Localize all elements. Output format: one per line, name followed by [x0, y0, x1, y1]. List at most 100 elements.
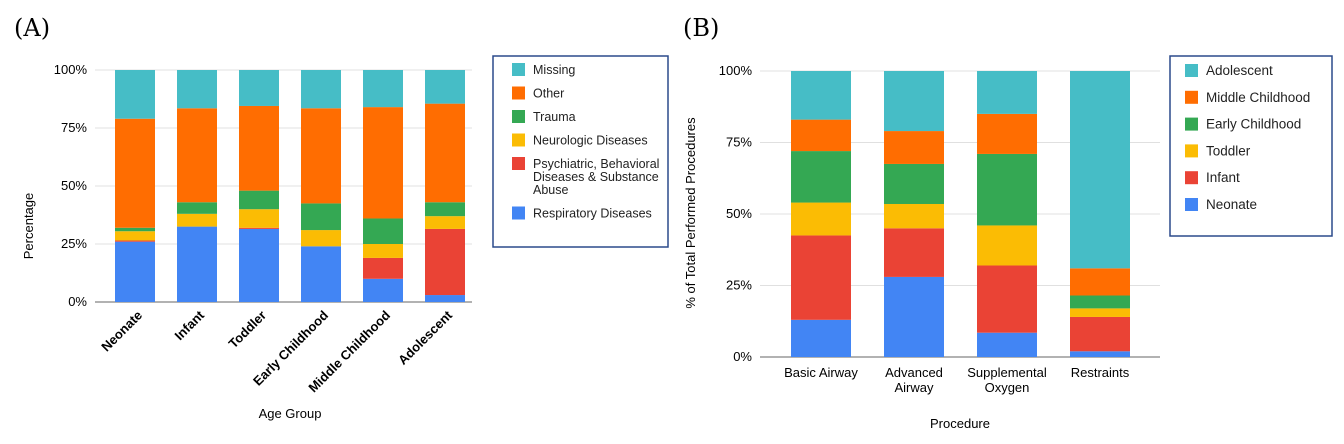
legend-label-other: Other: [533, 87, 564, 101]
a-y-tick-label: 50%: [61, 178, 87, 193]
bar-segment-adolescent-neurologic-diseases: [425, 216, 465, 229]
panel-b-y-tick-labels: 0% 25% 50% 75% 100%: [719, 63, 753, 364]
legend-label-missing: Missing: [533, 63, 575, 77]
bar-segment-middle-childhood-psychiatric-behavioral-diseases-substance-abuse: [363, 257, 403, 279]
legend-swatch-other: [512, 86, 525, 100]
bar-segment-basic-airway-adolescent: [791, 71, 851, 120]
panel-a-y-tick-labels: 0% 25% 50% 75% 100%: [54, 62, 88, 309]
bar-segment-infant-neurologic-diseases: [177, 213, 217, 227]
bar-segment-toddler-respiratory-diseases: [239, 228, 279, 302]
bar-segment-advanced-airway-early-childhood: [884, 163, 944, 204]
bar-segment-advanced-airway-adolescent: [884, 71, 944, 132]
legend-label-infant: Infant: [1206, 170, 1240, 185]
bar-segment-advanced-airway-infant: [884, 228, 944, 277]
bar-segment-neonate-psychiatric-behavioral-diseases-substance-abuse: [115, 240, 155, 242]
bar-segment-basic-airway-early-childhood: [791, 151, 851, 203]
bar-segment-adolescent-other: [425, 103, 465, 203]
legend-label-early-childhood: Early Childhood: [1206, 117, 1301, 132]
bar-segment-supplemental-oxygen-early-childhood: [977, 153, 1037, 226]
bar-segment-restraints-toddler: [1070, 308, 1130, 317]
legend-label-adolescent: Adolescent: [1206, 63, 1273, 78]
a-y-tick-label: 100%: [54, 62, 88, 77]
legend-label-toddler: Toddler: [1206, 143, 1251, 158]
legend-label-trauma: Trauma: [533, 110, 576, 124]
bar-segment-toddler-other: [239, 105, 279, 191]
bar-segment-adolescent-missing: [425, 70, 465, 104]
bar-segment-supplemental-oxygen-toddler: [977, 225, 1037, 266]
x-tick-label-toddler: Toddler: [225, 308, 269, 352]
panel-b-legend: Adolescent Middle Childhood Early Childhoo…: [1185, 63, 1310, 212]
x-tick-label-supplemental-oxygen: Supplemental Oxygen: [967, 365, 1047, 395]
bar-segment-toddler-missing: [239, 70, 279, 106]
legend-swatch-early-childhood: [1185, 117, 1198, 131]
legend-swatch-adolescent: [1185, 64, 1198, 77]
panel-a-label: (A): [14, 14, 50, 42]
bar-segment-toddler-psychiatric-behavioral-diseases-substance-abuse: [239, 227, 279, 229]
bar-segment-advanced-airway-toddler: [884, 203, 944, 229]
bar-segment-middle-childhood-missing: [363, 70, 403, 108]
legend-swatch-trauma: [512, 110, 525, 123]
bar-segment-adolescent-trauma: [425, 202, 465, 217]
x-tick-label-basic-airway: Basic Airway: [784, 365, 858, 380]
panel-a-y-axis-title: Percentage: [21, 193, 36, 260]
panel-b-label: (B): [683, 14, 719, 42]
bar-segment-infant-trauma: [177, 202, 217, 214]
bar-segment-neonate-missing: [115, 70, 155, 119]
x-tick-label-advanced-airway: Advanced Airway: [885, 365, 943, 395]
bar-segment-adolescent-respiratory-diseases: [425, 295, 465, 302]
bar-segment-early-childhood-missing: [301, 70, 341, 109]
panel-a-x-axis-title: Age Group: [259, 406, 322, 421]
a-y-tick-label: 25%: [61, 236, 87, 251]
legend-label-respiratory-diseases: Respiratory Diseases: [533, 207, 652, 221]
bar-segment-basic-airway-toddler: [791, 202, 851, 236]
bar-segment-middle-childhood-trauma: [363, 218, 403, 244]
panel-b-y-axis-title: % of Total Performed Procedures: [683, 117, 698, 309]
legend-label-neonate: Neonate: [1206, 197, 1257, 212]
bar-segment-neonate-respiratory-diseases: [115, 241, 155, 302]
legend-label-middle-childhood: Middle Childhood: [1206, 90, 1310, 105]
b-y-tick-label: 50%: [726, 206, 752, 221]
bar-segment-neonate-neurologic-diseases: [115, 231, 155, 241]
bar-segment-basic-airway-infant: [791, 235, 851, 320]
a-y-tick-label: 75%: [61, 120, 87, 135]
bar-segment-middle-childhood-neurologic-diseases: [363, 244, 403, 258]
bar-segment-restraints-middle-childhood: [1070, 268, 1130, 296]
bar-segment-neonate-trauma: [115, 227, 155, 232]
x-tick-label-adolescent: Adolescent: [395, 307, 456, 368]
bar-segment-middle-childhood-respiratory-diseases: [363, 278, 403, 302]
panel-a-bars: [115, 70, 465, 302]
b-y-tick-label: 75%: [726, 135, 752, 150]
bar-segment-restraints-infant: [1070, 316, 1130, 352]
bar-segment-supplemental-oxygen-middle-childhood: [977, 113, 1037, 154]
b-y-tick-label: 100%: [719, 63, 753, 78]
bar-segment-supplemental-oxygen-infant: [977, 265, 1037, 333]
bar-segment-early-childhood-trauma: [301, 203, 341, 231]
legend-label-psychiatric-behavioral-diseases-substance-abuse: Psychiatric, Behavioral Diseases & Substa…: [533, 157, 659, 197]
bar-segment-neonate-other: [115, 118, 155, 228]
bar-segment-supplemental-oxygen-neonate: [977, 332, 1037, 357]
bar-segment-toddler-trauma: [239, 190, 279, 210]
bar-segment-early-childhood-respiratory-diseases: [301, 246, 341, 302]
bar-segment-restraints-early-childhood: [1070, 295, 1130, 309]
bar-segment-toddler-neurologic-diseases: [239, 209, 279, 228]
bar-segment-restraints-adolescent: [1070, 71, 1130, 269]
bar-segment-basic-airway-middle-childhood: [791, 119, 851, 152]
legend-swatch-neonate: [1185, 198, 1198, 211]
x-tick-label-neonate: Neonate: [98, 308, 145, 355]
bar-segment-adolescent-psychiatric-behavioral-diseases-substance-abuse: [425, 228, 465, 296]
bar-segment-early-childhood-neurologic-diseases: [301, 230, 341, 247]
panel-a-gridlines: [95, 69, 472, 303]
bar-segment-restraints-neonate: [1070, 351, 1130, 357]
legend-swatch-toddler: [1185, 144, 1198, 158]
b-y-tick-label: 25%: [726, 278, 752, 293]
bar-segment-basic-airway-neonate: [791, 319, 851, 357]
bar-segment-infant-missing: [177, 70, 217, 109]
bar-segment-infant-other: [177, 108, 217, 203]
x-tick-label-restraints: Restraints: [1071, 365, 1130, 380]
bar-segment-advanced-airway-middle-childhood: [884, 131, 944, 164]
a-y-tick-label: 0%: [68, 294, 87, 309]
bar-segment-early-childhood-other: [301, 108, 341, 204]
panel-a-legend: Missing Other Trauma Neurologic Diseases Psy…: [512, 63, 659, 221]
legend-label-neurologic-diseases: Neurologic Diseases: [533, 134, 648, 148]
